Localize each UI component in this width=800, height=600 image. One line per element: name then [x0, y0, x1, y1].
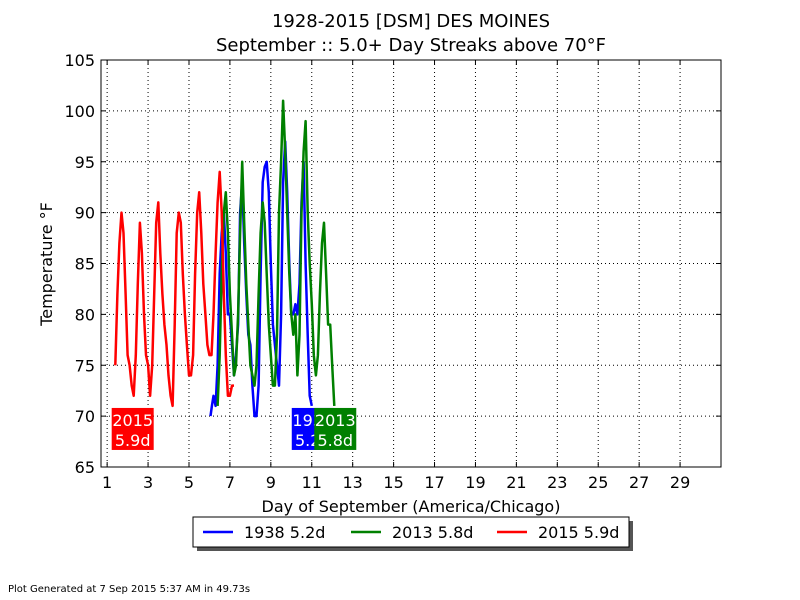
y-tick-label: 80 — [75, 305, 95, 324]
x-tick-label: 5 — [184, 473, 194, 492]
streak-label-year-2015: 2015 — [112, 411, 153, 430]
legend-label-1938: 1938 5.2d — [244, 523, 325, 542]
series-line-2013 — [216, 99, 336, 406]
legend-label-2013: 2013 5.8d — [392, 523, 473, 542]
y-tick-label: 95 — [75, 153, 95, 172]
streak-label-box-2015 — [111, 407, 154, 450]
series-line-2015 — [114, 170, 234, 408]
y-tick-label: 75 — [75, 356, 95, 375]
x-tick-label: 19 — [465, 473, 485, 492]
streak-label-days-2015: 5.9d — [115, 431, 151, 450]
chart-subtitle: September :: 5.0+ Day Streaks above 70°F — [216, 35, 606, 56]
y-tick-label: 100 — [64, 102, 95, 121]
x-tick-label: 3 — [143, 473, 153, 492]
x-tick-label: 21 — [506, 473, 526, 492]
series-line-1938 — [209, 140, 314, 418]
x-tick-label: 29 — [670, 473, 690, 492]
y-tick-label: 65 — [75, 458, 95, 477]
x-tick-label: 9 — [266, 473, 276, 492]
legend-label-2015: 2015 5.9d — [538, 523, 619, 542]
x-tick-label: 25 — [588, 473, 608, 492]
x-tick-label: 1 — [102, 473, 112, 492]
y-tick-label: 70 — [75, 407, 95, 426]
x-tick-label: 7 — [225, 473, 235, 492]
x-axis-label: Day of September (America/Chicago) — [262, 497, 561, 516]
x-tick-label: 11 — [302, 473, 322, 492]
streak-label-year-2013: 2013 — [315, 411, 356, 430]
x-tick-label: 15 — [383, 473, 403, 492]
streak-label-days-2013: 5.8d — [317, 431, 353, 450]
legend-box — [192, 516, 630, 548]
y-axis-label: Temperature °F — [37, 202, 56, 327]
y-tick-label: 90 — [75, 204, 95, 223]
chart-title: 1928-2015 [DSM] DES MOINES — [272, 11, 550, 32]
y-tick-label: 105 — [64, 51, 95, 70]
streak-label-box-2013 — [314, 407, 357, 450]
x-tick-label: 13 — [343, 473, 363, 492]
x-tick-label: 27 — [629, 473, 649, 492]
footer-note: Plot Generated at 7 Sep 2015 5:37 AM in … — [8, 584, 251, 595]
legend: 1938 5.2d 2013 5.8d 2015 5.9d — [192, 516, 633, 551]
x-tick-label: 23 — [547, 473, 567, 492]
x-tick-label: 17 — [424, 473, 444, 492]
y-tick-label: 85 — [75, 255, 95, 274]
